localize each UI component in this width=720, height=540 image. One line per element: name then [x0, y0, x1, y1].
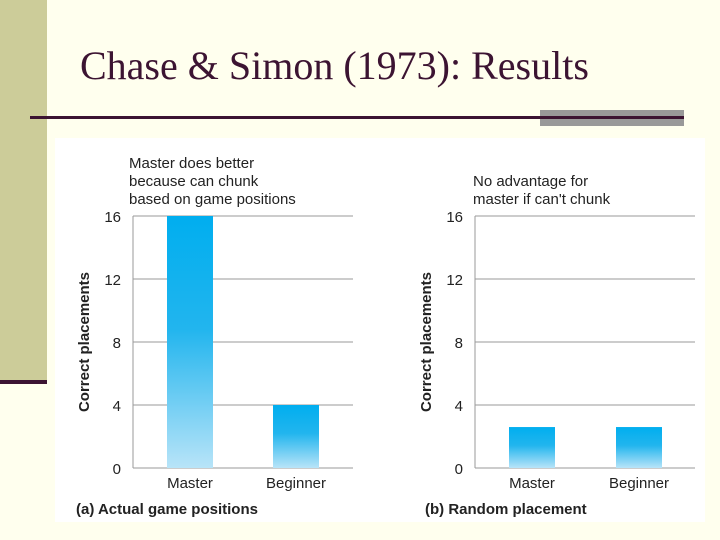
charts-svg: 0 4 8 12 16 Master Beginner Correct placements M… [76, 155, 695, 518]
chart-b-ylabel: Correct placements [418, 272, 435, 412]
slide-title: Chase & Simon (1973): Results [80, 43, 589, 88]
sidebar-decoration [0, 0, 47, 383]
chart-b-bar [509, 427, 555, 468]
figure-panel: 0 4 8 12 16 Master Beginner Correct placements M… [55, 138, 705, 522]
chart-a-ytick-label: 4 [113, 398, 121, 415]
chart-a-caption: (a) Actual game positions [76, 501, 258, 518]
chart-b-category-label: Master [509, 475, 555, 492]
chart-b-ytick-label: 8 [455, 335, 463, 352]
chart-a-category-label: Master [167, 475, 213, 492]
chart-b-ytick-label: 0 [455, 461, 463, 478]
chart-b-caption: (b) Random placement [425, 501, 587, 518]
chart-b-ytick-label: 12 [446, 272, 463, 289]
chart-b-bar [616, 427, 662, 468]
chart-a-bar [273, 405, 319, 468]
chart-b-ytick-label: 4 [455, 398, 463, 415]
chart-a-annotation-line: based on game positions [129, 191, 296, 208]
chart-a-ytick-label: 16 [104, 209, 121, 226]
chart-b-category-label: Beginner [609, 475, 669, 492]
sidebar-bottom-rule [0, 380, 47, 384]
chart-a-ytick-label: 12 [104, 272, 121, 289]
chart-a-bar [167, 216, 213, 468]
title-rule [30, 116, 684, 119]
chart-b-annotation-line: master if can't chunk [473, 191, 611, 208]
chart-a-annotation-line: Master does better [129, 155, 254, 172]
chart-a-ytick-label: 8 [113, 335, 121, 352]
chart-b-ytick-label: 16 [446, 209, 463, 226]
chart-a-category-label: Beginner [266, 475, 326, 492]
chart-b-annotation-line: No advantage for [473, 173, 588, 190]
chart-a-ylabel: Correct placements [76, 272, 93, 412]
chart-a-ytick-label: 0 [113, 461, 121, 478]
chart-a-annotation-line: because can chunk [129, 173, 259, 190]
